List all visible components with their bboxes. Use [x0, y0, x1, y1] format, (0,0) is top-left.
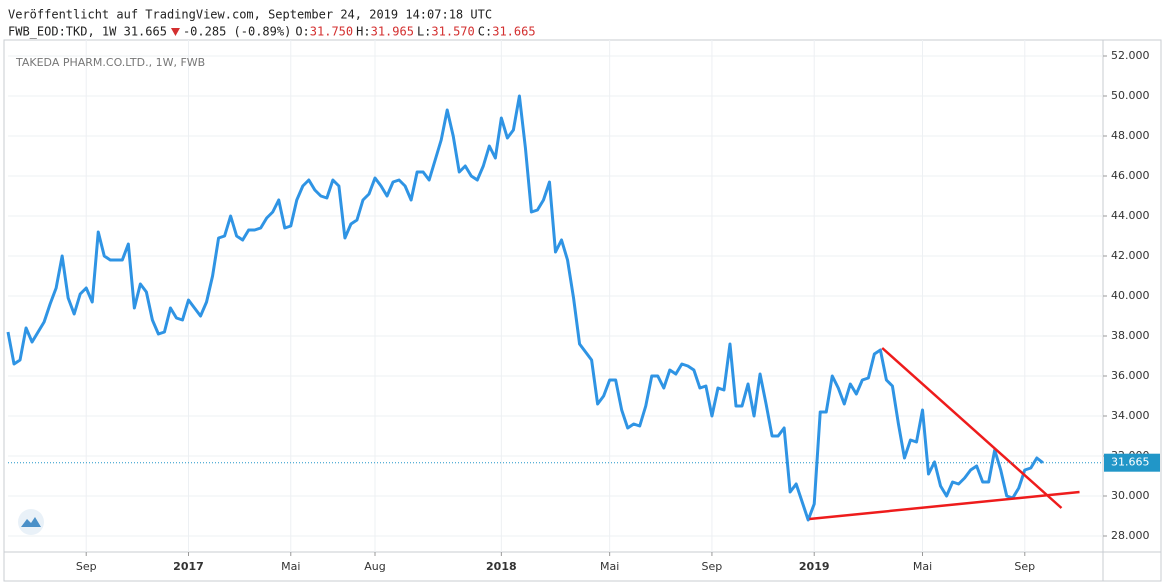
- x-tick-label: 2017: [173, 560, 204, 573]
- last-price-label: 31.665: [1111, 456, 1150, 469]
- y-tick-label: 42.000: [1111, 249, 1150, 262]
- trend-line: [881, 347, 1063, 509]
- logo: [18, 509, 44, 535]
- ohlc-label: H:: [356, 25, 370, 39]
- marks: [6, 94, 1103, 522]
- x-tick-label: Aug: [364, 560, 385, 573]
- y-tick-label: 36.000: [1111, 369, 1150, 382]
- y-tick-label: 46.000: [1111, 169, 1150, 182]
- ohlc-label: C:: [478, 25, 492, 39]
- watermark: TAKEDA PHARM.CO.LTD., 1W, FWB: [15, 56, 205, 69]
- x-tick-label: Sep: [702, 560, 723, 573]
- ohlc-label: L:: [417, 25, 431, 39]
- y-tick-label: 30.000: [1111, 489, 1150, 502]
- ohlc: O: 31.750 H: 31.965 L: 31.570 C: 31.665: [295, 25, 535, 39]
- y-tick-label: 50.000: [1111, 89, 1150, 102]
- x-tick-label: Sep: [1014, 560, 1035, 573]
- x-tick-label: Sep: [76, 560, 97, 573]
- ohlc-value: 31.665: [492, 25, 535, 39]
- grid: [8, 40, 1103, 552]
- ohlc-value: 31.965: [371, 25, 414, 39]
- x-tick-label: 2018: [486, 560, 517, 573]
- x-tick-label: Mai: [913, 560, 932, 573]
- y-tick-label: 34.000: [1111, 409, 1150, 422]
- y-tick-label: 38.000: [1111, 329, 1150, 342]
- published: Veröffentlicht auf TradingView.com, Sept…: [8, 8, 492, 22]
- y-tick-label: 44.000: [1111, 209, 1150, 222]
- ohlc-value: 31.750: [310, 25, 353, 39]
- logo-bg: [18, 509, 44, 535]
- last-price-box: [1104, 453, 1160, 472]
- y-tick-label: 28.000: [1111, 529, 1150, 542]
- price-line: [6, 94, 1044, 522]
- y-tick-label: 48.000: [1111, 129, 1150, 142]
- change: -0.285 (-0.89%): [183, 25, 291, 39]
- trend-line: [809, 490, 1080, 521]
- x-tick-label: Mai: [600, 560, 619, 573]
- down-arrow: [170, 28, 180, 36]
- ohlc-label: O:: [295, 25, 309, 39]
- x-tick-label: 2019: [799, 560, 830, 573]
- y-tick-label: 40.000: [1111, 289, 1150, 302]
- logo-mark: [21, 517, 41, 527]
- frame: [3, 39, 1162, 582]
- y-tick-label: 52.000: [1111, 49, 1150, 62]
- ohlc-value: 31.570: [431, 25, 474, 39]
- x-tick-label: Mai: [281, 560, 300, 573]
- symbol: FWB_EOD:TKD, 1W 31.665: [8, 25, 167, 39]
